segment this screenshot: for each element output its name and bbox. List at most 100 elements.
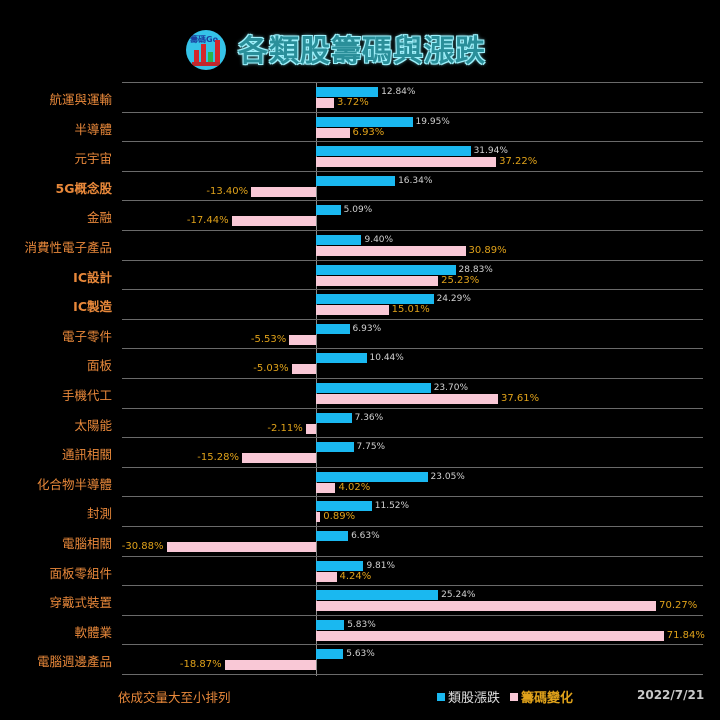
chart-row: 半導體 19.95% 6.93% <box>0 112 720 142</box>
category-label: 半導體 <box>74 121 112 137</box>
chip-change-value: 37.22% <box>499 156 538 168</box>
category-label: 手機代工 <box>61 388 112 403</box>
chart-row: 穿戴式裝置 25.24% 70.27% <box>0 585 720 615</box>
chart-row: 化合物半導體 23.05% 4.02% <box>0 467 720 497</box>
chart-row: 元宇宙 31.94% 37.22% <box>0 141 720 171</box>
chip-change-bar <box>316 246 466 256</box>
price-change-value: 10.44% <box>369 353 404 364</box>
logo-bar <box>194 50 199 62</box>
price-change-value: 11.52% <box>374 501 410 512</box>
chip-change-bar <box>166 542 316 552</box>
chip-change-bar <box>316 601 657 612</box>
price-change-bar <box>316 353 367 364</box>
gridline <box>122 674 703 675</box>
gridline <box>122 644 703 646</box>
chart-row: 軟體業 5.83% 71.84% <box>0 615 720 645</box>
chip-change-value: 4.02% <box>338 481 371 493</box>
chip-change-value: -17.44% <box>186 215 229 227</box>
chip-change-bar <box>316 98 334 108</box>
logo-text: 籌碼Go <box>190 35 219 44</box>
chip-change-bar <box>251 186 316 197</box>
category-label: 元宇宙 <box>74 151 112 167</box>
price-change-bar <box>316 560 364 571</box>
gridline <box>122 437 703 439</box>
chip-change-value: -2.11% <box>267 422 303 434</box>
chart-row: 航運與運輸 12.84% 3.72% <box>0 82 720 112</box>
gridline <box>122 555 703 557</box>
category-label: 面板 <box>86 358 112 374</box>
price-change-bar <box>316 412 352 423</box>
chip-change-bar <box>316 630 664 641</box>
logo-bar <box>208 52 213 62</box>
price-change-bar <box>316 649 344 660</box>
chart-row: IC設計 28.83% 25.23% <box>0 260 720 290</box>
price-change-value: 25.24% <box>441 590 476 601</box>
legend-item-price: 類股漲跌 <box>437 687 500 706</box>
price-change-value: 31.94% <box>473 146 508 157</box>
price-change-bar <box>316 590 439 601</box>
chip-change-value: -5.03% <box>253 363 289 375</box>
chip-change-value: 3.72% <box>337 97 369 108</box>
gridline <box>122 407 703 409</box>
category-label: IC設計 <box>73 269 112 285</box>
category-label: 太陽能 <box>74 417 112 433</box>
chart-row: 金融 5.09% -17.44% <box>0 200 720 230</box>
chart-row: 電子零件 6.93% -5.53% <box>0 319 720 349</box>
chart-row: 手機代工 23.70% 37.61% <box>0 378 720 408</box>
gridline <box>122 614 703 616</box>
gridline <box>122 82 703 83</box>
chip-change-value: 30.89% <box>468 245 507 256</box>
legend-swatch-blue <box>437 692 445 701</box>
chart-row: 太陽能 7.36% -2.11% <box>0 408 720 438</box>
price-change-bar <box>316 205 341 216</box>
price-change-value: 9.40% <box>364 235 394 245</box>
price-change-bar <box>316 87 379 97</box>
legend-item-chip: 籌碼變化 <box>510 687 573 706</box>
chart-row: 5G概念股 16.34% -13.40% <box>0 171 720 201</box>
category-label: 電子零件 <box>61 328 112 344</box>
chip-change-bar <box>316 512 321 523</box>
chart-row: 消費性電子產品 9.40% 30.89% <box>0 230 720 260</box>
category-label: 通訊相關 <box>61 447 112 463</box>
price-change-value: 16.34% <box>398 175 433 186</box>
chart-row: 面板 10.44% -5.03% <box>0 348 720 378</box>
gridline <box>122 259 703 261</box>
chip-change-bar <box>316 127 350 138</box>
price-change-bar <box>316 146 471 157</box>
price-change-bar <box>316 383 431 393</box>
chip-change-value: -15.28% <box>197 452 240 464</box>
gridline <box>122 585 703 587</box>
chip-change-bar <box>316 305 389 316</box>
category-label: 化合物半導體 <box>36 476 112 492</box>
price-change-value: 5.63% <box>346 649 375 660</box>
chip-change-bar <box>291 364 316 375</box>
chip-change-bar <box>242 453 316 464</box>
chip-change-bar <box>224 660 316 671</box>
category-label: 面板零組件 <box>49 565 112 581</box>
category-label: 5G概念股 <box>55 180 112 196</box>
gridline <box>122 526 703 527</box>
chip-change-value: 70.27% <box>659 600 698 612</box>
category-label: 封測 <box>86 506 112 522</box>
price-change-bar <box>316 323 350 334</box>
gridline <box>122 200 703 202</box>
legend-label: 籌碼變化 <box>521 691 574 706</box>
chip-change-value: -5.53% <box>250 333 287 345</box>
chip-change-bar <box>316 482 336 493</box>
chip-change-value: -13.40% <box>206 185 249 197</box>
category-label: 穿戴式裝置 <box>49 595 112 611</box>
price-change-value: 24.29% <box>436 294 471 305</box>
sort-note: 依成交量大至小排列 <box>118 690 231 705</box>
price-change-value: 5.83% <box>347 619 376 630</box>
chart-row: 電腦週邊產品 5.63% -18.87% <box>0 644 720 674</box>
chip-change-bar <box>316 394 499 404</box>
chip-change-value: 37.61% <box>501 393 540 404</box>
chart-row: 通訊相關 7.75% -15.28% <box>0 437 720 467</box>
logo-icon: 籌碼Go <box>186 30 226 70</box>
gridline <box>122 496 703 498</box>
price-change-bar <box>316 442 354 453</box>
gridline <box>122 466 703 468</box>
chart-row: IC製造 24.29% 15.01% <box>0 289 720 319</box>
price-change-bar <box>316 116 413 127</box>
